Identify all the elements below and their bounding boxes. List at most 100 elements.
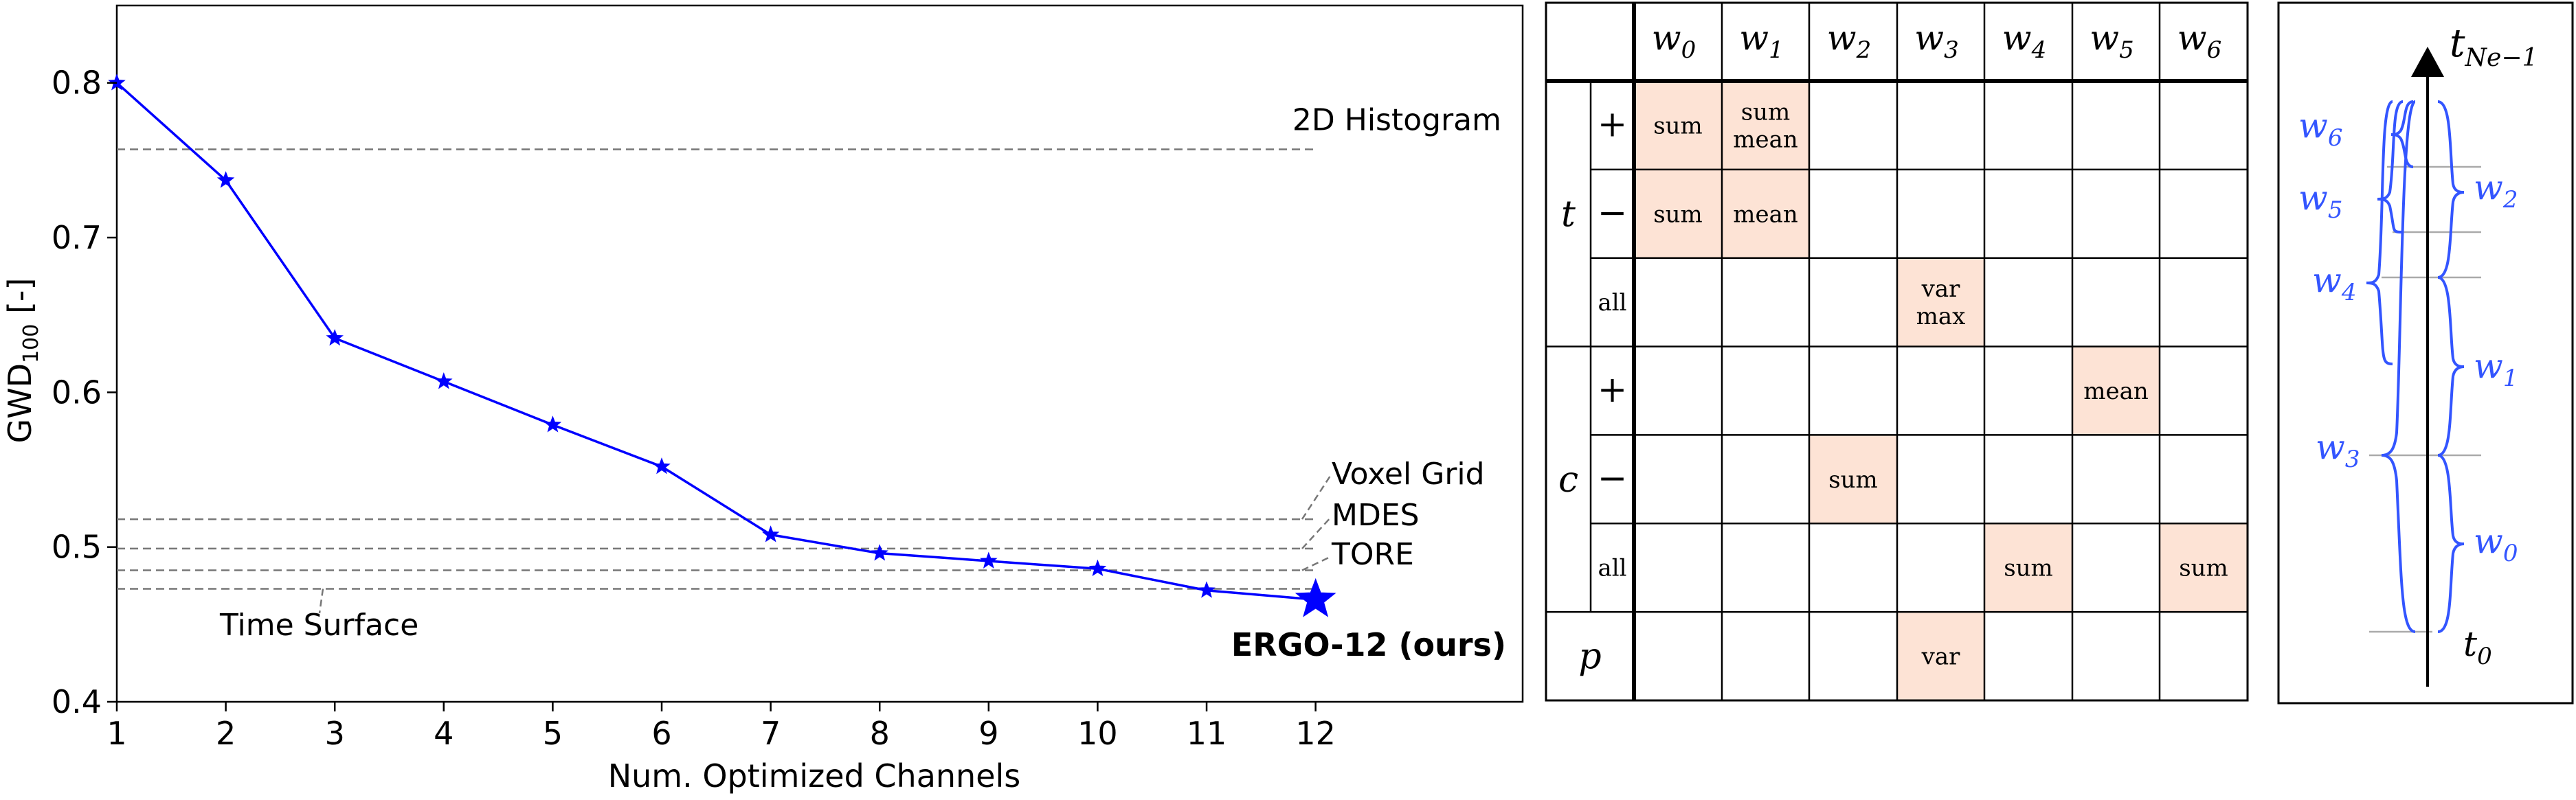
column-header: w0 bbox=[1652, 18, 1696, 64]
table-column-headers: w0 w1 w2 w3 w4 w5 w6 bbox=[1652, 18, 2221, 64]
baseline-leader bbox=[1301, 555, 1332, 571]
x-tick-label: 8 bbox=[870, 715, 890, 752]
row-label: + bbox=[1598, 369, 1628, 411]
series-line bbox=[108, 73, 1336, 617]
highlight-cell bbox=[2072, 346, 2160, 435]
highlight-cell bbox=[2160, 523, 2248, 613]
cell-value: sum bbox=[1653, 112, 1703, 139]
table-grid bbox=[1545, 1, 2249, 702]
y-tick-label: 0.5 bbox=[52, 529, 102, 566]
row-label: all bbox=[1598, 555, 1626, 582]
data-point-marker bbox=[544, 415, 562, 433]
cell-value: max bbox=[1916, 303, 1966, 330]
window-label-right: w0 bbox=[2474, 521, 2518, 567]
brace-w1 bbox=[2437, 276, 2465, 457]
highlight-cell bbox=[1809, 435, 1897, 524]
window-label-left: w5 bbox=[2298, 178, 2342, 224]
column-header: w5 bbox=[2090, 18, 2133, 64]
y-tick-label: 0.6 bbox=[52, 374, 102, 411]
baseline-label: TORE bbox=[1331, 537, 1414, 572]
window-label-left: w3 bbox=[2316, 427, 2360, 473]
y-axis-label: GWD100 [-] bbox=[1, 278, 43, 444]
y-tick-label: 0.4 bbox=[52, 683, 102, 720]
x-tick-label: 3 bbox=[325, 715, 345, 752]
row-label: + bbox=[1598, 104, 1628, 145]
data-point-marker bbox=[980, 551, 998, 569]
data-point-marker bbox=[326, 329, 344, 346]
x-axis-label: Num. Optimized Channels bbox=[608, 757, 1021, 795]
x-tick-label: 10 bbox=[1077, 715, 1118, 752]
highlight-cell bbox=[1634, 169, 1722, 258]
time-window-diagram: tNe−1 t0 w6 w5 w4 w3 w2 w1 w0 bbox=[2277, 1, 2574, 705]
x-tick-label: 12 bbox=[1295, 715, 1336, 752]
baseline-label: Voxel Grid bbox=[1332, 457, 1485, 492]
x-tick-label: 4 bbox=[434, 715, 453, 752]
cell-value: sum bbox=[1741, 98, 1791, 126]
data-point-marker bbox=[871, 544, 888, 561]
row-label: all bbox=[1598, 289, 1626, 317]
gwd-line-chart: 2D Histogram Voxel Grid MDES TORE Time Surfa… bbox=[1, 4, 1524, 795]
group-label: p bbox=[1578, 637, 1601, 678]
ergo-annotation: ERGO-12 (ours) bbox=[1231, 626, 1506, 663]
highlight-cell bbox=[1984, 523, 2072, 613]
cell-value: mean bbox=[1733, 201, 1798, 228]
baseline-leader bbox=[318, 588, 324, 614]
column-header: w6 bbox=[2177, 18, 2221, 64]
brace-w4 bbox=[2366, 100, 2393, 365]
brace-w0 bbox=[2437, 454, 2465, 633]
brace-w2 bbox=[2437, 100, 2465, 279]
x-tick-label: 2 bbox=[216, 715, 236, 752]
data-point-marker bbox=[435, 372, 453, 389]
highlight-cell bbox=[1722, 81, 1809, 170]
data-point-marker bbox=[653, 457, 671, 475]
data-point-marker bbox=[1198, 581, 1216, 598]
baseline-leader bbox=[1301, 516, 1332, 549]
plot-frame bbox=[115, 4, 1524, 703]
cell-value: sum bbox=[1653, 201, 1703, 228]
x-tick-label: 5 bbox=[543, 715, 563, 752]
column-header: w3 bbox=[1914, 18, 1958, 64]
column-header: w4 bbox=[2002, 18, 2046, 64]
x-tick-label: 7 bbox=[761, 715, 781, 752]
diagram-frame bbox=[2277, 1, 2574, 705]
data-point-marker bbox=[1088, 559, 1107, 577]
x-tick-label: 1 bbox=[107, 715, 126, 752]
highlight-cell bbox=[1897, 258, 1984, 347]
cell-value: sum bbox=[1828, 466, 1878, 494]
y-tick-label: 0.7 bbox=[52, 219, 102, 256]
baseline-label: Time Surface bbox=[219, 608, 418, 643]
cell-value: sum bbox=[2004, 555, 2053, 582]
window-label-right: w2 bbox=[2474, 168, 2518, 214]
y-axis-ticks: 0.4 0.5 0.6 0.7 0.8 bbox=[52, 65, 117, 720]
baseline-leader bbox=[1301, 473, 1333, 520]
data-point-marker bbox=[761, 525, 780, 542]
baseline-label: 2D Histogram bbox=[1292, 103, 1501, 138]
row-label: − bbox=[1598, 192, 1628, 233]
cell-value: var bbox=[1921, 643, 1960, 671]
table-highlight-cells bbox=[1634, 81, 2248, 700]
window-label-right: w1 bbox=[2474, 346, 2518, 392]
cell-value: mean bbox=[1733, 126, 1798, 153]
cell-value: sum bbox=[2179, 555, 2228, 582]
baseline-lines: 2D Histogram Voxel Grid MDES TORE Time Surfa… bbox=[117, 103, 1501, 643]
highlight-cell bbox=[1897, 612, 1984, 700]
series-polyline bbox=[115, 82, 1316, 602]
t-bottom-label: t0 bbox=[2463, 624, 2492, 670]
brace-w3 bbox=[2381, 100, 2417, 633]
x-tick-label: 6 bbox=[651, 715, 671, 752]
t-top-label: tNe−1 bbox=[2450, 21, 2538, 72]
y-tick-label: 0.8 bbox=[52, 65, 102, 102]
x-axis-ticks: 1 2 3 4 5 6 7 8 9 10 11 12 bbox=[107, 702, 1336, 752]
window-label-left: w6 bbox=[2298, 106, 2342, 152]
x-tick-label: 11 bbox=[1187, 715, 1227, 752]
window-labels: w6 w5 w4 w3 w2 w1 w0 bbox=[2298, 106, 2518, 567]
data-point-marker bbox=[216, 171, 235, 188]
highlight-star-marker bbox=[1295, 578, 1336, 617]
column-header: w2 bbox=[1827, 18, 1871, 64]
highlight-cell bbox=[1722, 169, 1809, 258]
cell-value: var bbox=[1921, 275, 1960, 303]
group-label: t bbox=[1561, 194, 1576, 235]
x-tick-label: 9 bbox=[978, 715, 998, 752]
